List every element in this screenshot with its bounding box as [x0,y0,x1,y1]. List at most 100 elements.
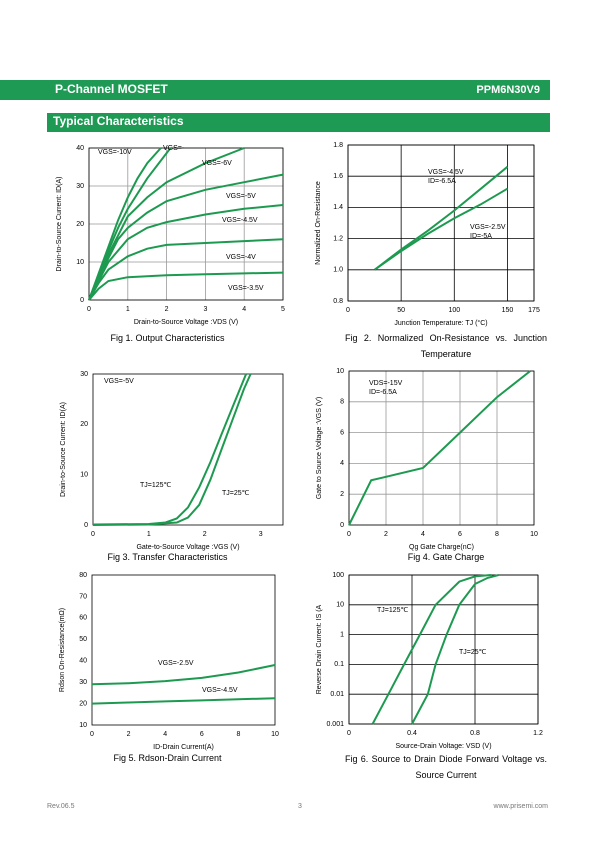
y-tick-label: 10 [79,722,87,729]
y-tick-label: 40 [79,658,87,665]
y-tick-label: 30 [80,371,88,378]
figure-caption: Fig 1. Output Characteristics [110,333,225,343]
x-axis-label: ID-Drain Current(A) [153,744,214,751]
y-axis-label: Rdson On-Resistance(mΩ) [59,608,66,692]
x-tick-label: 4 [421,531,425,538]
figure-caption: Fig 5. Rdson-Drain Current [113,753,222,763]
y-tick-label: 50 [79,636,87,643]
section-bar [47,113,550,132]
series-line [88,173,284,301]
y-axis-label: Drain-to-Source Current: ID(A) [56,177,63,272]
x-tick-label: 3 [259,531,263,538]
x-axis-label: Gate-to-Source Voltage :VGS (V) [136,544,239,551]
x-axis-label: Junction Temperature: TJ (°C) [394,319,487,327]
series-label: VGS=-5V [226,193,256,200]
series-line [411,574,499,725]
x-tick-label: 8 [495,531,499,538]
series-condition: ID=-6.5A [428,178,456,185]
figure-caption: Fig 2. Normalized On-Resistance vs. Junc… [345,333,547,359]
series-line [92,373,248,526]
header-title: P-Channel MOSFET [55,82,168,96]
plot-frame [91,574,276,726]
series-line [371,574,491,725]
x-tick-label: 2 [165,306,169,313]
plot-frame [92,373,284,526]
series-line [373,166,509,271]
y-tick-label: 20 [79,700,87,707]
y-tick-label: 1.2 [333,235,343,242]
figure-caption: Fig 3. Transfer Characteristics [107,552,228,562]
y-tick-label: 20 [80,421,88,428]
x-tick-label: 1.2 [533,730,543,737]
x-tick-label: 0 [346,307,350,314]
series-label: VGS=-4.5V [222,217,258,224]
figure-caption: Fig 4. Gate Charge [407,552,485,562]
series-label: VGS=-4V [226,254,256,261]
x-axis-label: Source-Drain Voltage: VSD (V) [395,743,491,750]
x-tick-label: 4 [163,731,167,738]
series-label: VGS=-4.5V [202,687,238,694]
y-tick-label: 0.1 [334,661,344,668]
x-tick-label: 0 [347,531,351,538]
y-tick-label: 10 [336,602,344,609]
y-tick-label: 0 [340,522,344,529]
x-tick-label: 0.4 [407,730,417,737]
x-tick-label: 0 [91,531,95,538]
plot-frame [348,574,539,725]
x-tick-label: 6 [200,731,204,738]
x-tick-label: 0 [87,306,91,313]
x-tick-label: 1 [126,306,130,313]
series-line [92,373,252,526]
series-line [374,187,508,271]
x-tick-label: 1 [147,531,151,538]
y-tick-label: 0.8 [333,298,343,305]
x-tick-label: 2 [384,531,388,538]
y-tick-label: 100 [332,572,344,579]
y-tick-label: 2 [340,491,344,498]
y-tick-label: 8 [340,399,344,406]
series-label: VGS=-2.5V [158,660,194,667]
x-tick-label: 2 [127,731,131,738]
x-axis-label: Drain-to-Source Voltage :VDS (V) [134,319,238,326]
series-line [88,238,284,301]
x-tick-label: 5 [281,306,285,313]
y-tick-label: 0 [80,297,84,304]
plot-frame [347,144,535,302]
series-line [88,147,245,301]
header-bar [0,80,550,100]
plot-frame [88,147,284,301]
y-tick-label: 1 [340,631,344,638]
y-axis-label: Reverse Drain Current: IS (A [316,604,323,694]
y-tick-label: 80 [79,572,87,579]
x-tick-label: 50 [397,307,405,314]
x-tick-label: 10 [530,531,538,538]
plot-frame [348,370,535,526]
x-tick-label: 2 [203,531,207,538]
series-line [348,370,531,526]
x-tick-label: 6 [458,531,462,538]
x-tick-label: 0 [90,731,94,738]
y-tick-label: 10 [336,368,344,375]
x-tick-label: 3 [203,306,207,313]
series-line [91,664,276,686]
x-tick-label: 0.8 [470,730,480,737]
y-tick-label: 0.001 [326,721,344,728]
figure-caption: Fig 6. Source to Drain Diode Forward Vol… [345,754,547,780]
header-part: PPM6N30V9 [476,84,540,96]
annotation: VGS=-5V [104,378,134,385]
series-label: VGS=-4.5V [428,169,464,176]
y-tick-label: 1.6 [333,173,343,180]
y-tick-label: 20 [76,221,84,228]
series-line [88,204,284,301]
y-tick-label: 10 [80,472,88,479]
y-tick-label: 30 [76,183,84,190]
y-tick-label: 10 [76,259,84,266]
annotation: VDS=-15V [369,380,403,387]
x-tick-label: 10 [271,731,279,738]
series-label: VGS=-3.5V [228,285,264,292]
y-tick-label: 1.4 [333,204,343,211]
y-tick-label: 30 [79,679,87,686]
series-label: VGS=-10V [98,149,132,156]
